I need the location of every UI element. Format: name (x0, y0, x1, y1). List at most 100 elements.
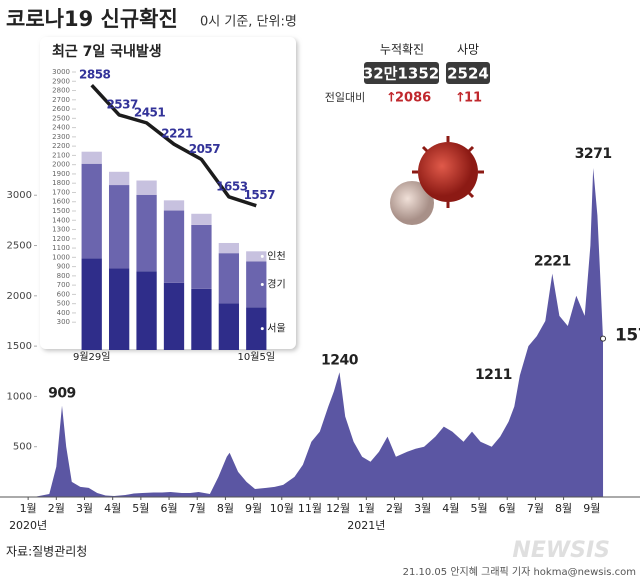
y-tick-label: 2200 (52, 142, 70, 150)
y-tick-label: 3000 (52, 68, 70, 76)
peak-label: 1575 (615, 326, 640, 346)
inset-chart: 최근 7일 국내발생300400500600700800900100011001… (52, 43, 286, 363)
peak-label: 1240 (321, 352, 359, 368)
x-tick-label: 10월 (270, 502, 294, 515)
y-tick-label: 2500 (52, 114, 70, 122)
year-label: 2020년 (9, 519, 47, 532)
bar-segment (191, 213, 212, 225)
x-tick-label: 6월 (160, 502, 177, 515)
main-chart: 500 1000 1500 2000 2500 3000 1월 2월 3월 4월 5월 6월 7월 8월 9… (0, 146, 640, 532)
stat-total: 2524 (447, 65, 489, 83)
y-tick-label: 600 (57, 290, 70, 298)
y-tick-label: 800 (57, 272, 70, 280)
y-tick-label: 3000 (7, 190, 32, 201)
x-tick-label: 5월 (132, 502, 149, 515)
bar-segment (136, 194, 157, 272)
stat-header: 사망 (457, 43, 479, 57)
x-tick-label: 7월 (527, 502, 544, 515)
total-label: 1557 (244, 188, 276, 202)
y-tick-label: 300 (57, 318, 70, 326)
y-tick-label: 1000 (52, 253, 70, 261)
bar-segment (163, 200, 185, 211)
x-tick-label: 1월 (358, 502, 375, 515)
total-label: 2537 (106, 97, 138, 111)
up-arrow: ↑ (386, 91, 397, 106)
peak-label: 909 (48, 386, 76, 402)
y-tick-label: 2000 (7, 291, 32, 302)
y-tick-label: 1200 (52, 235, 70, 243)
bar-segment (163, 210, 185, 283)
peak-label: 2221 (534, 254, 571, 270)
stat-header: 누적확진 (380, 43, 424, 57)
y-tick-label: 1400 (52, 216, 70, 224)
legend-dot (260, 254, 264, 258)
bar-segment (81, 163, 102, 259)
y-tick-label: 700 (57, 281, 70, 289)
x-tick-label: 9월 (583, 502, 600, 515)
bar-segment (218, 242, 240, 254)
bar-segment (108, 171, 130, 186)
bar-segment (191, 288, 212, 350)
y-tick-label: 2100 (52, 151, 70, 159)
up-arrow: ↑ (455, 91, 466, 106)
stat-change: 11 (464, 91, 482, 106)
y-tick-label: 1000 (7, 391, 32, 402)
x-tick-label: 3월 (414, 502, 431, 515)
x-tick-label: 12월 (326, 502, 350, 515)
peak-label: 3271 (575, 146, 612, 162)
y-tick-label: 1600 (52, 198, 70, 206)
total-label: 2451 (134, 105, 166, 119)
legend-label: 서울 (267, 323, 285, 335)
x-tick-label: 4월 (104, 502, 121, 515)
bar-segment (163, 282, 185, 350)
watermark: NEWSIS (512, 538, 610, 563)
bar-segment (136, 180, 157, 195)
x-tick-label: 4월 (442, 502, 459, 515)
bar-segment (108, 185, 130, 269)
stat-total: 32만1352 (363, 65, 439, 83)
y-tick-label: 2600 (52, 105, 70, 113)
y-tick-label: 2400 (52, 124, 70, 132)
y-tick-label: 2500 (7, 241, 32, 252)
total-label: 2057 (189, 142, 221, 156)
y-tick-label: 1800 (52, 179, 70, 187)
bar-segment (191, 224, 212, 289)
legend-label: 인천 (267, 250, 285, 262)
end-point (600, 335, 607, 342)
x-tick-label: 9월 (245, 502, 262, 515)
total-label: 2221 (161, 127, 193, 141)
total-label: 2858 (79, 68, 111, 82)
y-tick-label: 2800 (52, 87, 70, 95)
y-tick-label: 1700 (52, 188, 70, 196)
stat-box (364, 62, 439, 84)
total-label: 1653 (216, 179, 248, 193)
y-tick-label: 900 (57, 263, 70, 271)
y-tick-label: 500 (13, 442, 32, 453)
peak-label: 1211 (475, 367, 512, 383)
x-tick-label: 1월 (20, 502, 37, 515)
stat-box (446, 62, 490, 84)
y-tick-label: 1500 (7, 341, 32, 352)
stats-panel: 누적확진 사망 32만1352 2524 전일대비 ↑ 2086 ↑ 11 (325, 43, 490, 106)
x-tick-label: 8월 (217, 502, 234, 515)
stat-change: 2086 (395, 91, 431, 106)
y-tick-label: 2300 (52, 133, 70, 141)
y-tick-label: 400 (57, 309, 70, 317)
y-tick-label: 1100 (52, 244, 70, 252)
bar-segment (218, 303, 240, 350)
subtitle: 0시 기준, 단위:명 (200, 15, 297, 30)
x-tick-label: 6월 (499, 502, 516, 515)
y-tick-label: 2900 (52, 77, 70, 85)
case-area (7, 168, 604, 497)
x-tick-label: 10월5일 (238, 351, 276, 363)
y-tick-label: 2700 (52, 96, 70, 104)
title: 코로나19 신규확진 (6, 7, 178, 31)
y-tick-label: 1500 (52, 207, 70, 215)
virus-illustration (390, 136, 484, 225)
x-tick-label: 5월 (470, 502, 487, 515)
y-tick-label: 1300 (52, 226, 70, 234)
bar-segment (246, 261, 267, 308)
bar-segment (81, 258, 102, 350)
x-tick-label: 9월29일 (73, 351, 111, 363)
